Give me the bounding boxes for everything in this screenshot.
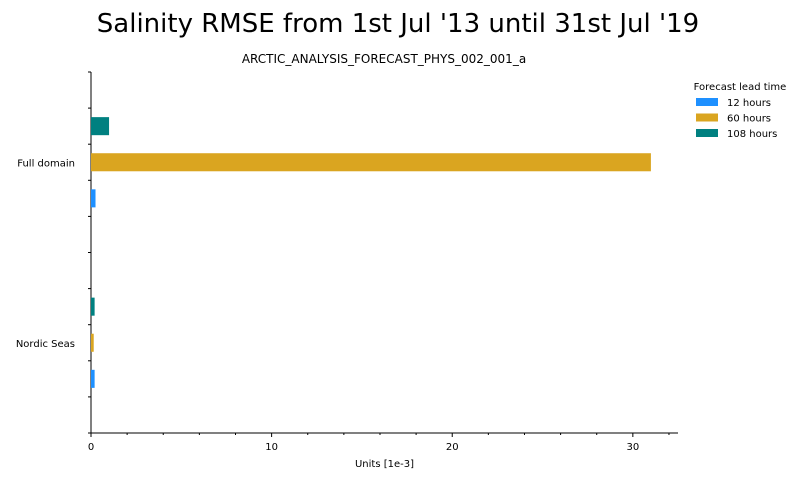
x-ticks-group: 0 10 20 30 (88, 433, 670, 453)
bar (91, 153, 651, 172)
x-tick-label: 0 (88, 442, 94, 453)
chart-subtitle: ARCTIC_ANALYSIS_FORECAST_PHYS_002_001_a (242, 52, 526, 66)
y-tick-label: Nordic Seas (16, 339, 75, 350)
bar (91, 189, 96, 208)
bars-group (91, 117, 651, 388)
x-tick-label: 20 (446, 442, 459, 453)
legend-swatch (696, 129, 718, 137)
y-tick-label: Full domain (17, 158, 75, 169)
plot-area: Full domain Nordic Seas 0 10 20 30 (16, 71, 678, 453)
legend-swatch (696, 113, 718, 122)
legend-swatch (696, 98, 718, 106)
legend-title: Forecast lead time (694, 82, 787, 93)
legend-items: 12 hours 60 hours 108 hours (696, 98, 777, 140)
x-axis-label: Units [1e-3] (355, 459, 414, 470)
y-ticks-group: Full domain Nordic Seas (16, 71, 91, 434)
bar (91, 369, 95, 388)
chart-title: Salinity RMSE from 1st Jul '13 until 31s… (97, 9, 699, 39)
x-tick-label: 30 (626, 442, 639, 453)
bar (91, 297, 95, 316)
bar (91, 333, 94, 352)
legend: Forecast lead time 12 hours 60 hours 108 h… (694, 82, 787, 140)
x-tick-label: 10 (265, 442, 278, 453)
legend-label: 60 hours (727, 114, 771, 125)
bar (91, 117, 110, 136)
legend-label: 12 hours (727, 98, 771, 109)
legend-label: 108 hours (727, 129, 777, 140)
